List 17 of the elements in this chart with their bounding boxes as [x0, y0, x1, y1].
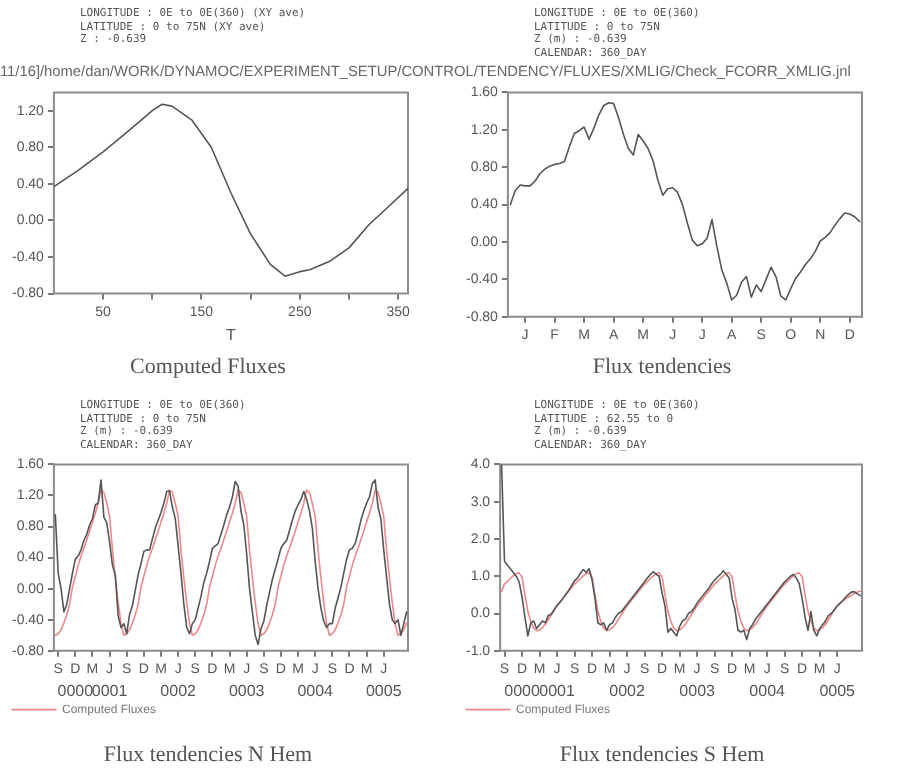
text: Flux tendencies	[592, 354, 732, 379]
text: 0005	[819, 682, 857, 701]
text: 0002	[609, 682, 646, 701]
text: Flux tendencies N Hem	[103, 742, 314, 767]
text: 0004	[749, 682, 787, 701]
text: 0002	[160, 682, 198, 701]
text: 0001	[539, 682, 576, 701]
text: 0001	[91, 682, 129, 701]
text: 0000	[504, 682, 541, 701]
text: 0000	[57, 682, 95, 701]
text: Computed Fluxes	[130, 354, 286, 379]
text: Flux tendencies S Hem	[559, 742, 766, 767]
text: 0003	[679, 682, 717, 701]
text: 0005	[365, 682, 403, 701]
text: 0003	[228, 682, 266, 701]
text: 0004	[297, 682, 335, 701]
x-axis-title: T	[226, 326, 237, 345]
